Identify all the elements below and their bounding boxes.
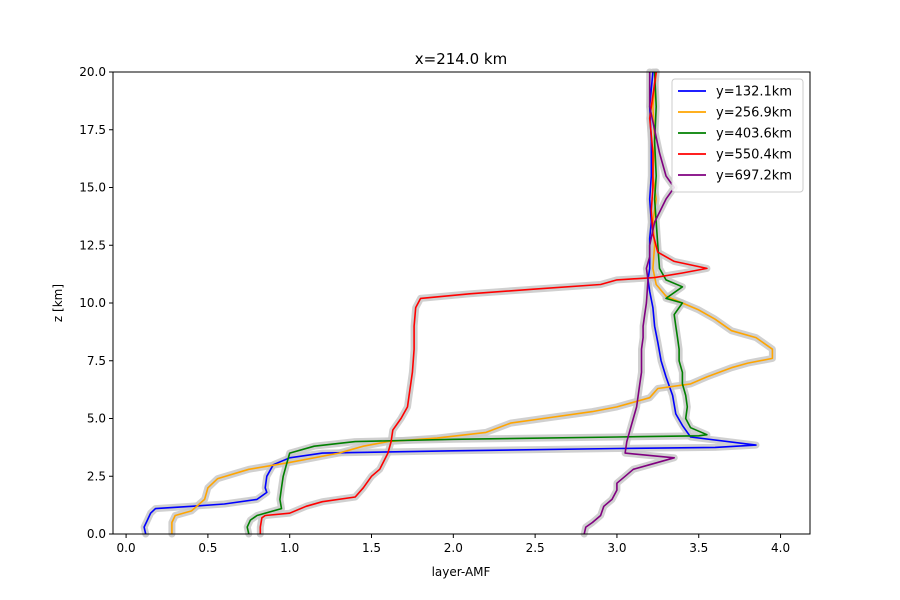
legend-label: y=132.1km [716,85,792,100]
y-tick-label: 0.0 [87,527,106,541]
series-band [580,68,678,538]
y-tick-label: 2.5 [87,469,106,483]
x-tick-label: 0.0 [117,541,136,555]
series-line [259,71,708,534]
y-tick-label: 17.5 [79,123,106,137]
x-tick-label: 0.5 [198,541,217,555]
legend-label: y=550.4km [716,148,792,163]
y-tick-label: 12.5 [79,238,106,252]
x-tick-label: 2.0 [444,541,463,555]
legend-box [671,78,804,193]
x-axis-ticks: 0.0 0.5 1.0 1.5 2.0 2.5 3.0 3.5 4.0 [117,534,790,555]
x-tick-label: 1.5 [362,541,381,555]
legend: y=132.1km y=256.9km y=403.6km y=550.4km y=69… [671,78,804,193]
chart-title: x=214.0 km [415,50,507,68]
x-tick-label: 1.0 [280,541,299,555]
x-tick-label: 4.0 [771,541,790,555]
y-tick-label: 7.5 [87,354,106,368]
series-line [171,71,774,534]
y-tick-label: 10.0 [79,296,106,310]
series-line [143,71,757,535]
legend-label: y=403.6km [716,127,792,142]
series-line [583,72,675,535]
x-tick-label: 2.5 [526,541,545,555]
series-band [140,68,760,538]
series-lines [143,71,774,535]
legend-label: y=697.2km [716,169,792,184]
y-tick-label: 5.0 [87,412,106,426]
x-tick-label: 3.5 [689,541,708,555]
y-tick-label: 15.0 [79,181,106,195]
x-tick-label: 3.0 [607,541,626,555]
x-axis-label: layer-AMF [432,565,491,579]
y-axis-ticks: 0.0 2.5 5.0 7.5 10.0 12.5 15.0 17.5 20.0 [79,65,113,541]
y-tick-label: 20.0 [79,65,106,79]
legend-label: y=256.9km [716,106,792,121]
y-axis-label: z [km] [51,284,65,322]
